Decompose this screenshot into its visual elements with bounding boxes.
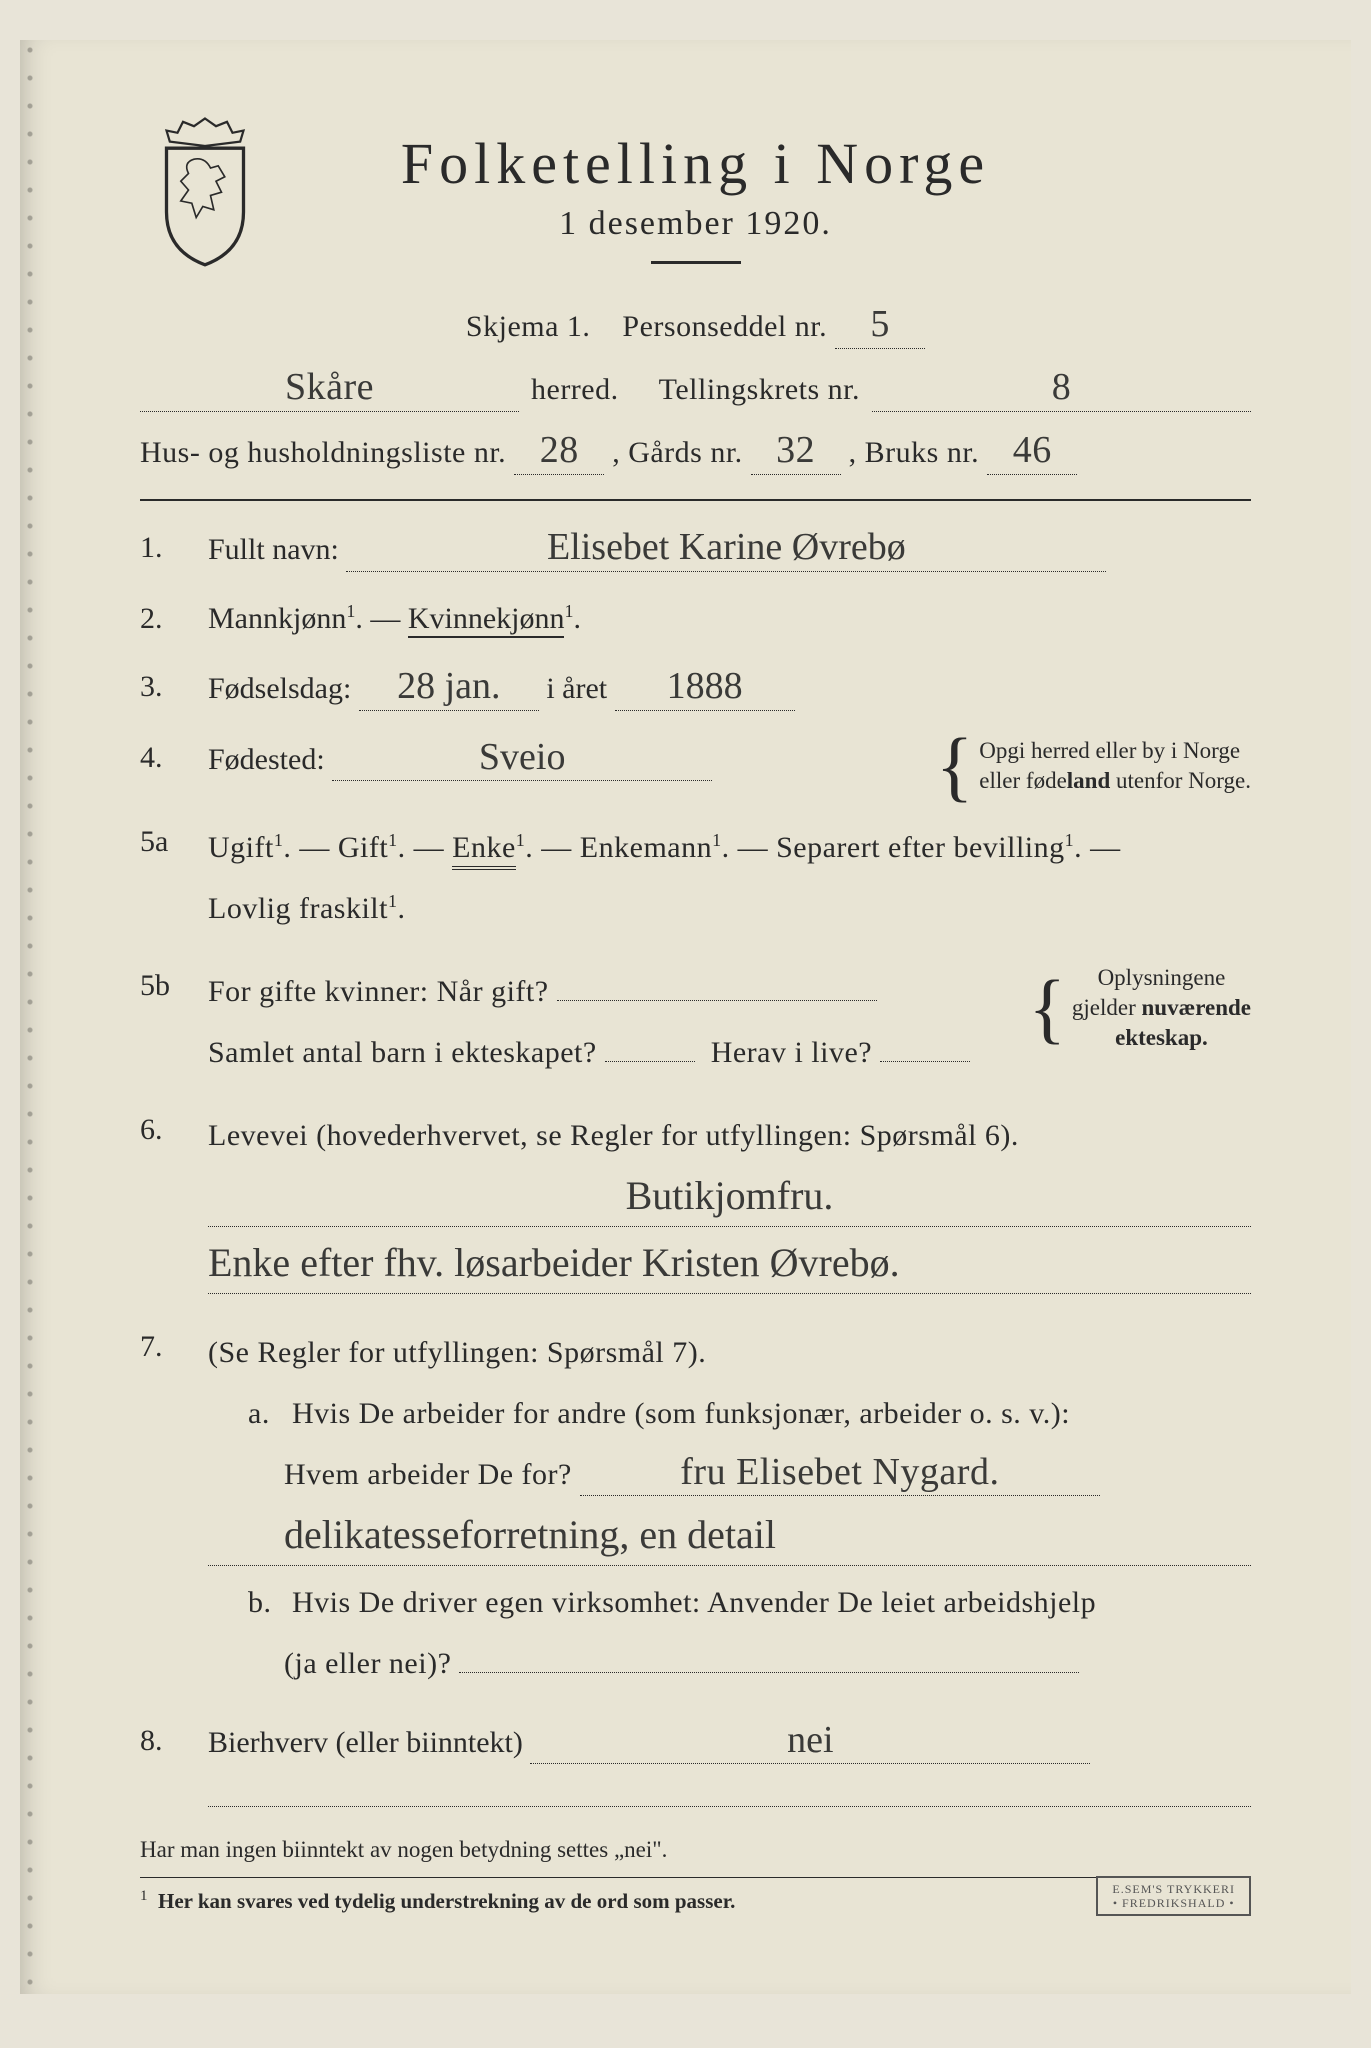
form-title: Folketelling i Norge <box>140 130 1251 197</box>
herred-label: herred. <box>531 361 619 418</box>
skjema-row: Skjema 1. Personseddel nr. 5 <box>140 298 1251 355</box>
coat-of-arms <box>150 110 260 270</box>
q5b: 5b For gifte kvinner: Når gift? Samlet a… <box>140 963 1251 1085</box>
q4-num: 4. <box>140 735 186 797</box>
q2: 2. Mannkjønn1. — Kvinnekjønn1. <box>140 596 1251 643</box>
footnote: 1 Her kan svares ved tydelig understrekn… <box>140 1888 1251 1914</box>
q5a-enke: Enke <box>452 831 516 870</box>
bruk-label: , Bruks nr. <box>849 424 980 481</box>
q7a-hw2: delikatesseforretning, en detail <box>208 1507 1251 1566</box>
q6-hw2: Enke efter fhv. løsarbeider Kristen Øvre… <box>208 1235 1251 1294</box>
q2-num: 2. <box>140 596 186 643</box>
form-header: Folketelling i Norge 1 desember 1920. <box>140 130 1251 264</box>
q7-label: (Se Regler for utfyllingen: Spørsmål 7). <box>208 1324 1251 1381</box>
q1-label: Fullt navn: <box>208 533 339 566</box>
q4-sidenote: { Opgi herred eller by i Norge eller fød… <box>936 735 1251 797</box>
q3-num: 3. <box>140 664 186 713</box>
q5b-gift-year <box>557 1000 877 1001</box>
q6-label: Levevei (hovederhvervet, se Regler for u… <box>208 1107 1251 1164</box>
q3-year: 1888 <box>615 664 795 711</box>
q4-label: Fødested: <box>208 743 325 776</box>
q1: 1. Fullt navn: Elisebet Karine Øvrebø <box>140 525 1251 574</box>
q1-num: 1. <box>140 525 186 574</box>
q4: 4. Fødested: Sveio { Opgi herred eller b… <box>140 735 1251 797</box>
q6: 6. Levevei (hovederhvervet, se Regler fo… <box>140 1107 1251 1302</box>
footer-rule <box>140 1877 1251 1878</box>
q5b-ilive <box>880 1061 970 1062</box>
perforation-edge <box>20 40 40 1994</box>
footer: Har man ingen biinntekt av nogen betydni… <box>140 1837 1251 1914</box>
printer-stamp: E.SEM'S TRYKKERI • FREDRIKSHALD • <box>1096 1876 1251 1917</box>
hushold-label: Hus- og husholdningsliste nr. <box>140 424 506 481</box>
herred-field: Skåre <box>140 365 519 412</box>
q3: 3. Fødselsdag: 28 jan. i året 1888 <box>140 664 1251 713</box>
q7a-label: a. <box>248 1385 284 1442</box>
q2-mann: Mannkjønn1. <box>208 602 363 635</box>
q7a-l2: Hvem arbeider De for? <box>284 1458 572 1491</box>
q7a-hw1: fru Elisebet Nygard. <box>580 1450 1100 1497</box>
q5b-barn <box>605 1061 695 1062</box>
census-form-page: Folketelling i Norge 1 desember 1920. Sk… <box>20 40 1351 1994</box>
q5b-num: 5b <box>140 963 186 1085</box>
herred-row: Skåre herred. Tellingskrets nr. 8 <box>140 361 1251 418</box>
form-date: 1 desember 1920. <box>140 205 1251 243</box>
q6-hw1: Butikjomfru. <box>208 1168 1251 1227</box>
q3-day: 28 jan. <box>359 664 539 711</box>
q2-kvinne: Kvinnekjønn <box>408 602 565 638</box>
q8-value: nei <box>530 1718 1090 1765</box>
q8: 8. Bierhverv (eller biinntekt) nei <box>140 1718 1251 1808</box>
q8-extra-line <box>208 1770 1251 1807</box>
q3-label: Fødselsdag: <box>208 672 351 705</box>
q1-value: Elisebet Karine Øvrebø <box>346 525 1106 572</box>
q7b-l1: Hvis De driver egen virksomhet: Anvender… <box>292 1586 1096 1619</box>
q5a-num: 5a <box>140 819 186 941</box>
q3-i-aret: i året <box>546 672 607 705</box>
bruk-nr: 46 <box>987 428 1077 475</box>
q4-value: Sveio <box>332 735 712 782</box>
footer-note: Har man ingen biinntekt av nogen betydni… <box>140 1837 1251 1863</box>
q8-label: Bierhverv (eller biinntekt) <box>208 1726 523 1759</box>
krets-nr: 8 <box>872 365 1251 412</box>
skjema-label: Skjema 1. <box>466 310 591 343</box>
q7b-l2: (ja eller nei)? <box>284 1647 451 1680</box>
hushold-nr: 28 <box>514 428 604 475</box>
personseddel-label: Personseddel nr. <box>622 310 827 343</box>
krets-label: Tellingskrets nr. <box>659 361 860 418</box>
gard-nr: 32 <box>751 428 841 475</box>
q7: 7. (Se Regler for utfyllingen: Spørsmål … <box>140 1324 1251 1696</box>
q7b-label: b. <box>248 1574 284 1631</box>
q6-num: 6. <box>140 1107 186 1302</box>
q7b-value <box>459 1672 1079 1673</box>
header-divider <box>651 261 741 264</box>
hushold-row: Hus- og husholdningsliste nr. 28 , Gårds… <box>140 424 1251 481</box>
q5a: 5a Ugift1. — Gift1. — Enke1. — Enkemann1… <box>140 819 1251 941</box>
gard-label: , Gårds nr. <box>612 424 742 481</box>
top-rule <box>140 499 1251 501</box>
q7-num: 7. <box>140 1324 186 1696</box>
q5b-sidenote: { Oplysningene gjelder nuværende ekteska… <box>1028 963 1251 1053</box>
q7a-l1: Hvis De arbeider for andre (som funksjon… <box>292 1397 1070 1430</box>
personseddel-nr: 5 <box>835 302 925 349</box>
q8-num: 8. <box>140 1718 186 1808</box>
